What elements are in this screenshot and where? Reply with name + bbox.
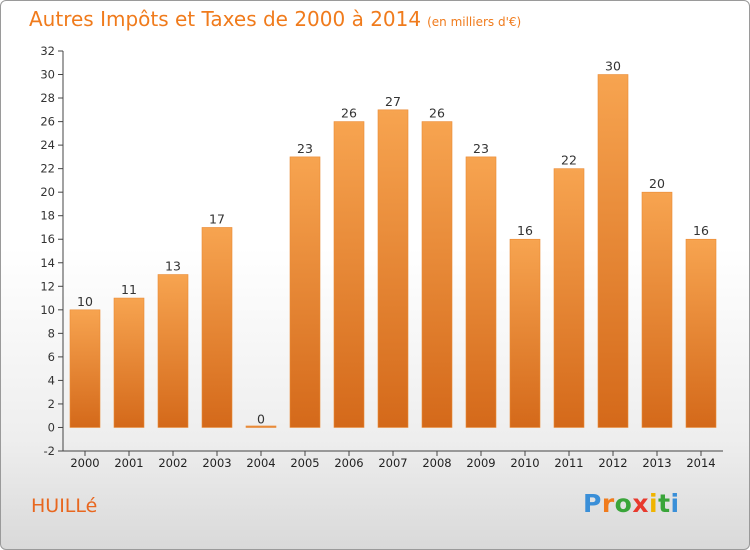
y-tick-label: 30 xyxy=(40,68,55,82)
x-tick-label-2008: 2008 xyxy=(422,456,451,470)
y-tick-label: 18 xyxy=(40,209,55,223)
y-tick-label: 26 xyxy=(40,115,55,129)
y-tick-label: 20 xyxy=(40,185,55,199)
chart-title-text: Autres Impôts et Taxes de 2000 à 2014 xyxy=(29,7,422,31)
y-tick-label: -2 xyxy=(44,444,55,458)
data-label-2013: 20 xyxy=(649,176,665,191)
x-tick-label-2003: 2003 xyxy=(202,456,231,470)
bar-2007 xyxy=(377,109,409,428)
bar-2002 xyxy=(157,274,189,428)
data-label-2000: 10 xyxy=(77,294,93,309)
data-label-2014: 16 xyxy=(693,223,709,238)
y-tick-label: 32 xyxy=(40,44,55,58)
bar-2004 xyxy=(245,425,277,428)
x-tick-label-2010: 2010 xyxy=(510,456,539,470)
data-label-2009: 23 xyxy=(473,141,489,156)
data-label-2001: 11 xyxy=(121,282,137,297)
x-tick-label-2009: 2009 xyxy=(466,456,495,470)
bar-2009 xyxy=(465,156,497,428)
x-tick-label-2002: 2002 xyxy=(158,456,187,470)
logo-letter: o xyxy=(614,489,633,518)
bar-2011 xyxy=(553,168,585,428)
y-tick-label: 0 xyxy=(48,420,55,434)
y-tick-label: 22 xyxy=(40,162,55,176)
y-tick-label: 6 xyxy=(48,350,55,364)
data-label-2005: 23 xyxy=(297,141,313,156)
y-tick-label: 14 xyxy=(40,256,55,270)
x-tick-label-2011: 2011 xyxy=(554,456,583,470)
proxiti-logo: Proxiti xyxy=(583,489,680,518)
y-tick-label: 10 xyxy=(40,303,55,317)
bar-2012 xyxy=(597,74,629,428)
data-label-2010: 16 xyxy=(517,223,533,238)
y-tick-label: 2 xyxy=(48,397,55,411)
x-tick-label-2004: 2004 xyxy=(246,456,275,470)
bar-2014 xyxy=(685,238,717,428)
bar-2005 xyxy=(289,156,321,428)
x-tick-label-2014: 2014 xyxy=(686,456,715,470)
x-tick-label-2012: 2012 xyxy=(598,456,627,470)
data-label-2002: 13 xyxy=(165,259,181,274)
y-tick-label: 12 xyxy=(40,279,55,293)
x-tick-label-2001: 2001 xyxy=(114,456,143,470)
bar-2003 xyxy=(201,227,233,428)
bar-2001 xyxy=(113,297,145,428)
y-tick-label: 28 xyxy=(40,91,55,105)
y-tick-label: 24 xyxy=(40,138,55,152)
bar-2013 xyxy=(641,191,673,428)
bar-2006 xyxy=(333,121,365,428)
x-tick-label-2007: 2007 xyxy=(378,456,407,470)
x-tick-label-2006: 2006 xyxy=(334,456,363,470)
data-label-2011: 22 xyxy=(561,153,577,168)
logo-letter: i xyxy=(649,489,659,518)
logo-letter: t xyxy=(658,489,671,518)
logo-letter: P xyxy=(583,489,602,518)
y-tick-label: 8 xyxy=(48,326,55,340)
logo-letter: r xyxy=(601,489,615,518)
data-label-2007: 27 xyxy=(385,94,401,109)
logo-letter: i xyxy=(670,489,680,518)
y-tick-label: 16 xyxy=(40,232,55,246)
bar-2010 xyxy=(509,238,541,428)
data-label-2012: 30 xyxy=(605,59,621,74)
bar-2000 xyxy=(69,309,101,428)
x-tick-label-2005: 2005 xyxy=(290,456,319,470)
x-tick-label-2013: 2013 xyxy=(642,456,671,470)
y-tick-label: 4 xyxy=(48,373,55,387)
logo-letter: x xyxy=(632,489,649,518)
x-tick-label-2000: 2000 xyxy=(70,456,99,470)
bar-2008 xyxy=(421,121,453,428)
data-label-2004: 0 xyxy=(257,411,265,426)
data-label-2003: 17 xyxy=(209,211,225,226)
chart-title: Autres Impôts et Taxes de 2000 à 2014 (en… xyxy=(29,7,521,31)
chart-title-unit: (en milliers d'€) xyxy=(427,15,522,29)
data-label-2006: 26 xyxy=(341,106,357,121)
data-label-2008: 26 xyxy=(429,106,445,121)
place-name: HUILLé xyxy=(31,495,98,517)
